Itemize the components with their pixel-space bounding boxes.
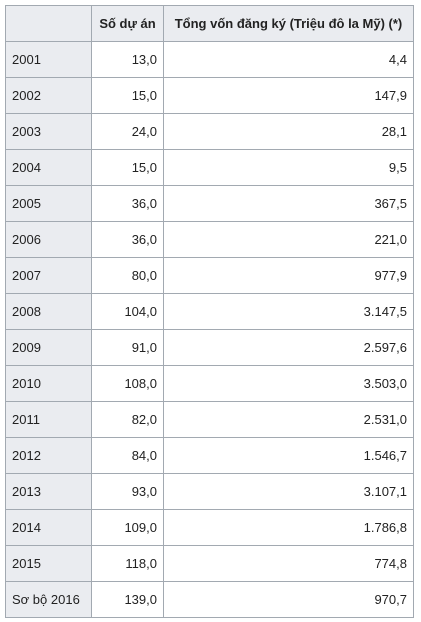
year-cell: 2012 <box>5 437 92 474</box>
table-row: 2001 13,0 4,4 <box>5 41 414 78</box>
year-cell: 2007 <box>5 257 92 294</box>
year-cell: 2004 <box>5 149 92 186</box>
year-cell: 2010 <box>5 365 92 402</box>
table-row: 2003 24,0 28,1 <box>5 113 414 150</box>
table-row: 2007 80,0 977,9 <box>5 257 414 294</box>
capital-cell: 221,0 <box>163 221 414 258</box>
year-cell: 2015 <box>5 545 92 582</box>
projects-cell: 24,0 <box>91 113 164 150</box>
fdi-table-container: Số dự án Tổng vốn đăng ký (Triệu đô la M… <box>5 5 414 618</box>
table-row: 2012 84,0 1.546,7 <box>5 437 414 474</box>
table-row: 2006 36,0 221,0 <box>5 221 414 258</box>
projects-cell: 15,0 <box>91 77 164 114</box>
capital-cell: 970,7 <box>163 581 414 618</box>
header-capital: Tổng vốn đăng ký (Triệu đô la Mỹ) (*) <box>163 5 414 42</box>
projects-cell: 82,0 <box>91 401 164 438</box>
table-body: 2001 13,0 4,4 2002 15,0 147,9 2003 24,0 28,1 2004… <box>5 41 414 618</box>
projects-cell: 84,0 <box>91 437 164 474</box>
table-row: 2005 36,0 367,5 <box>5 185 414 222</box>
table-row: 2010 108,0 3.503,0 <box>5 365 414 402</box>
capital-cell: 774,8 <box>163 545 414 582</box>
projects-cell: 104,0 <box>91 293 164 330</box>
year-cell: 2008 <box>5 293 92 330</box>
year-cell: Sơ bộ 2016 <box>5 581 92 618</box>
capital-cell: 2.531,0 <box>163 401 414 438</box>
year-cell: 2003 <box>5 113 92 150</box>
year-cell: 2014 <box>5 509 92 546</box>
capital-cell: 3.147,5 <box>163 293 414 330</box>
year-cell: 2011 <box>5 401 92 438</box>
projects-cell: 91,0 <box>91 329 164 366</box>
projects-cell: 118,0 <box>91 545 164 582</box>
capital-cell: 1.786,8 <box>163 509 414 546</box>
projects-cell: 93,0 <box>91 473 164 510</box>
capital-cell: 1.546,7 <box>163 437 414 474</box>
capital-cell: 3.503,0 <box>163 365 414 402</box>
year-cell: 2013 <box>5 473 92 510</box>
header-projects: Số dự án <box>91 5 164 42</box>
year-cell: 2005 <box>5 185 92 222</box>
table-row: 2013 93,0 3.107,1 <box>5 473 414 510</box>
projects-cell: 108,0 <box>91 365 164 402</box>
projects-cell: 13,0 <box>91 41 164 78</box>
table-row: 2008 104,0 3.147,5 <box>5 293 414 330</box>
capital-cell: 9,5 <box>163 149 414 186</box>
table-row: 2011 82,0 2.531,0 <box>5 401 414 438</box>
capital-cell: 977,9 <box>163 257 414 294</box>
table-row: Sơ bộ 2016 139,0 970,7 <box>5 581 414 618</box>
capital-cell: 367,5 <box>163 185 414 222</box>
capital-cell: 147,9 <box>163 77 414 114</box>
year-cell: 2009 <box>5 329 92 366</box>
projects-cell: 80,0 <box>91 257 164 294</box>
year-cell: 2006 <box>5 221 92 258</box>
projects-cell: 109,0 <box>91 509 164 546</box>
year-cell: 2002 <box>5 77 92 114</box>
table-row: 2002 15,0 147,9 <box>5 77 414 114</box>
header-row: Số dự án Tổng vốn đăng ký (Triệu đô la M… <box>5 5 414 42</box>
capital-cell: 4,4 <box>163 41 414 78</box>
projects-cell: 15,0 <box>91 149 164 186</box>
fdi-table: Số dự án Tổng vốn đăng ký (Triệu đô la M… <box>5 5 414 618</box>
table-row: 2014 109,0 1.786,8 <box>5 509 414 546</box>
projects-cell: 139,0 <box>91 581 164 618</box>
projects-cell: 36,0 <box>91 185 164 222</box>
capital-cell: 2.597,6 <box>163 329 414 366</box>
capital-cell: 28,1 <box>163 113 414 150</box>
capital-cell: 3.107,1 <box>163 473 414 510</box>
projects-cell: 36,0 <box>91 221 164 258</box>
table-header: Số dự án Tổng vốn đăng ký (Triệu đô la M… <box>5 5 414 42</box>
table-row: 2015 118,0 774,8 <box>5 545 414 582</box>
year-cell: 2001 <box>5 41 92 78</box>
header-year <box>5 5 92 42</box>
table-row: 2009 91,0 2.597,6 <box>5 329 414 366</box>
table-row: 2004 15,0 9,5 <box>5 149 414 186</box>
